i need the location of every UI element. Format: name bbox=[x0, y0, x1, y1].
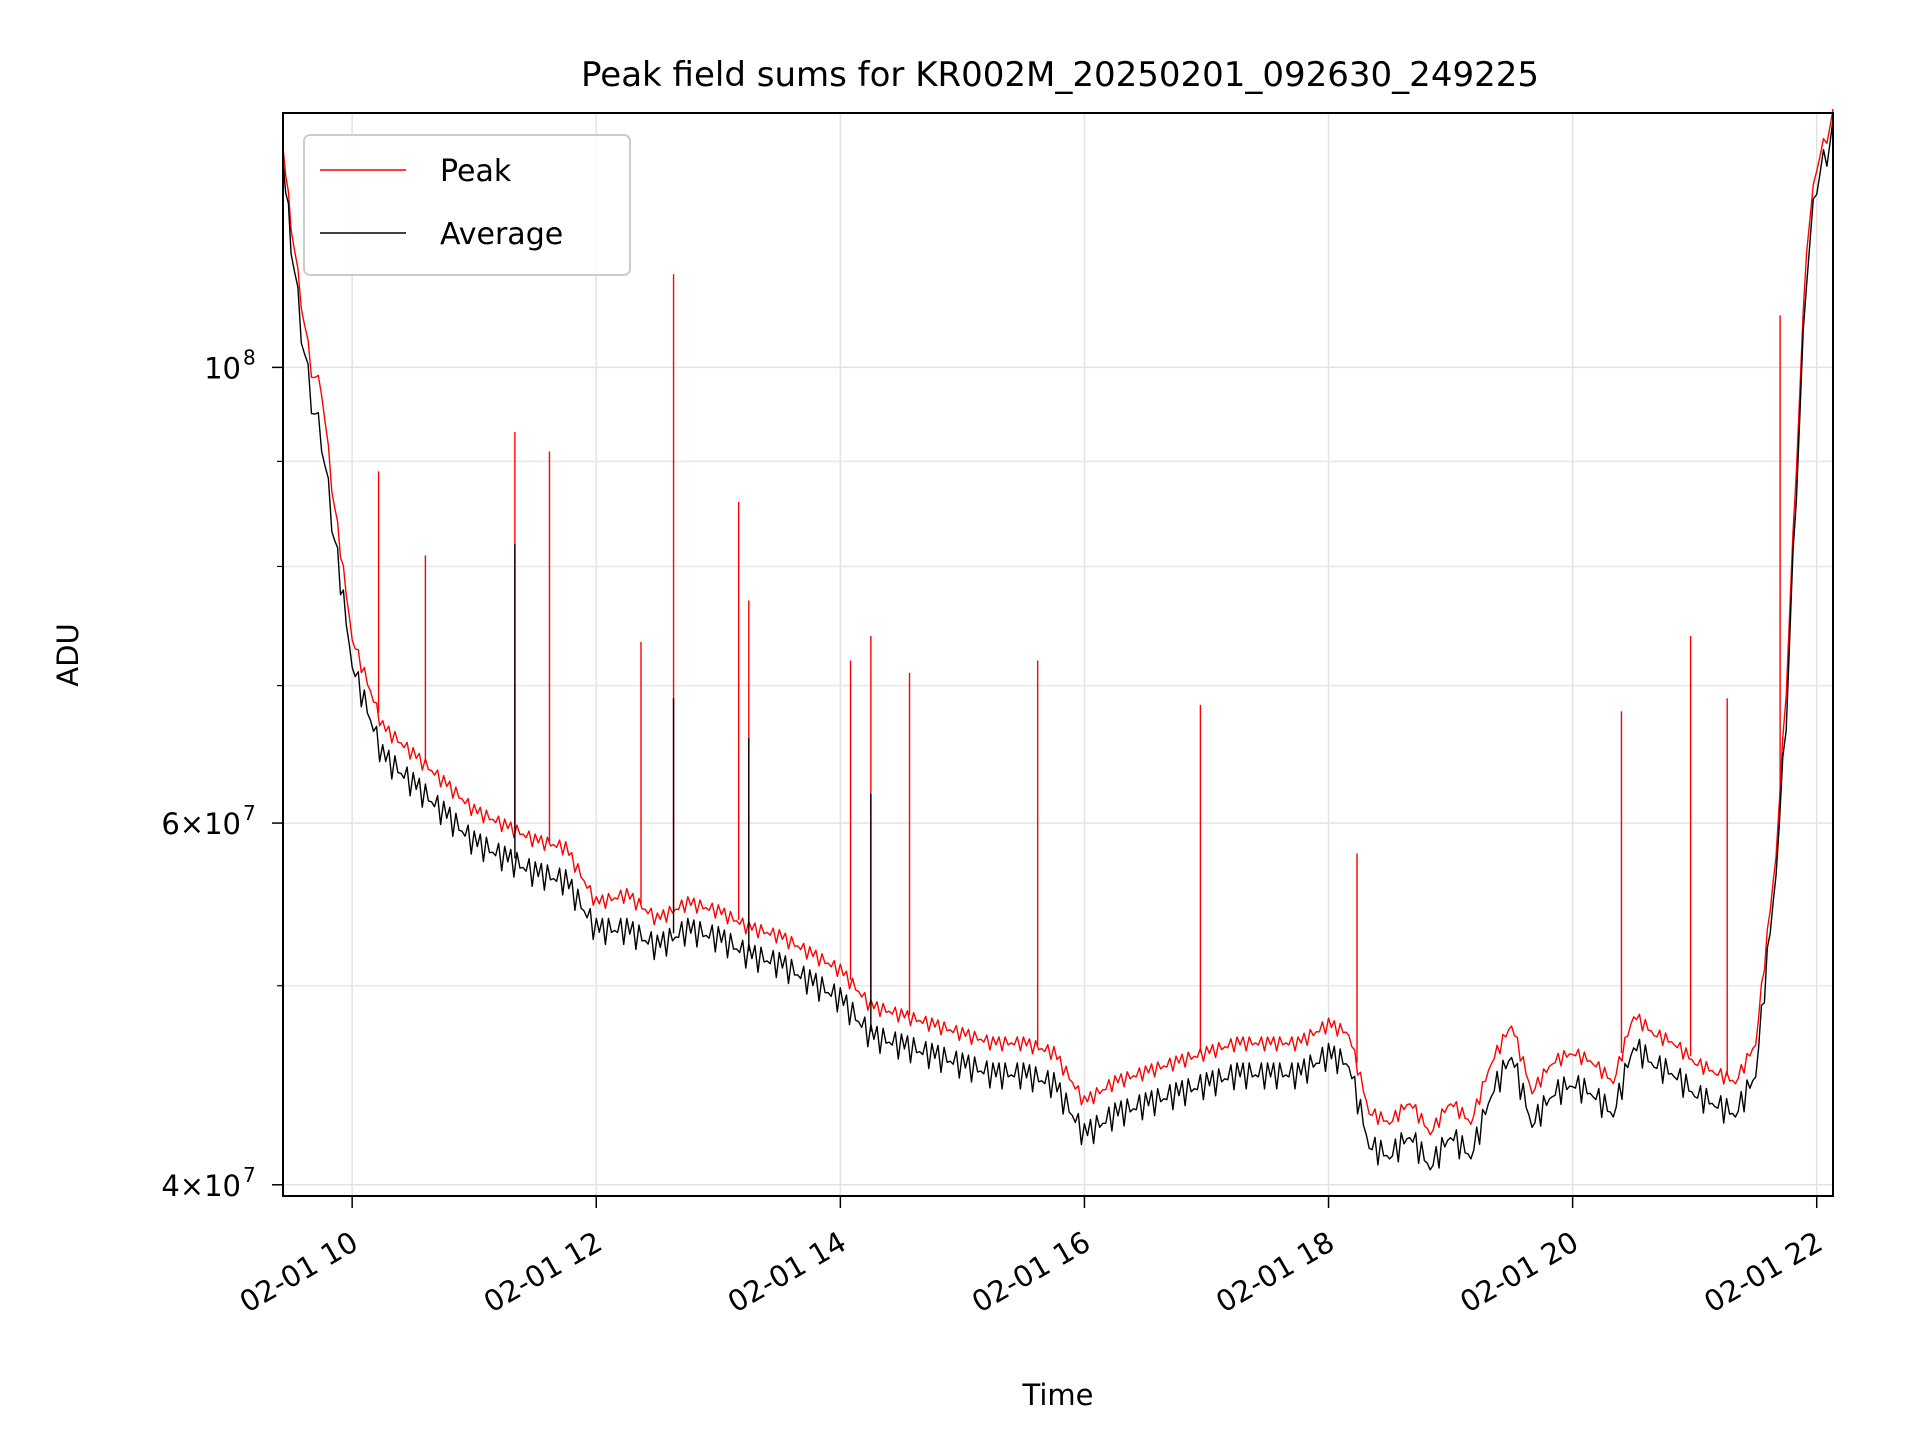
y-tick-exponent: 7 bbox=[243, 801, 256, 825]
legend-label-peak: Peak bbox=[440, 154, 512, 189]
y-tick-label: 10 bbox=[204, 351, 241, 385]
series-layer bbox=[282, 108, 1834, 1171]
series-line-peak bbox=[282, 108, 1834, 1136]
legend-label-average: Average bbox=[440, 217, 563, 252]
series-line-average bbox=[282, 119, 1834, 1171]
chart-title: Peak field sums for KR002M_20250201_0926… bbox=[581, 55, 1539, 95]
y-axis: 10 86×10 74×10 7 bbox=[161, 345, 283, 1203]
y-axis-label: ADU bbox=[51, 623, 85, 686]
y-tick-label: 6×10 bbox=[161, 807, 241, 841]
plot-frame bbox=[282, 112, 1834, 1197]
y-tick-label: 4×10 bbox=[161, 1169, 241, 1203]
grid bbox=[283, 113, 1833, 1196]
x-axis-label: Time bbox=[1022, 1378, 1094, 1412]
y-tick-exponent: 8 bbox=[243, 345, 256, 369]
y-tick-exponent: 7 bbox=[243, 1163, 256, 1187]
legend: Peak Average bbox=[303, 134, 631, 276]
